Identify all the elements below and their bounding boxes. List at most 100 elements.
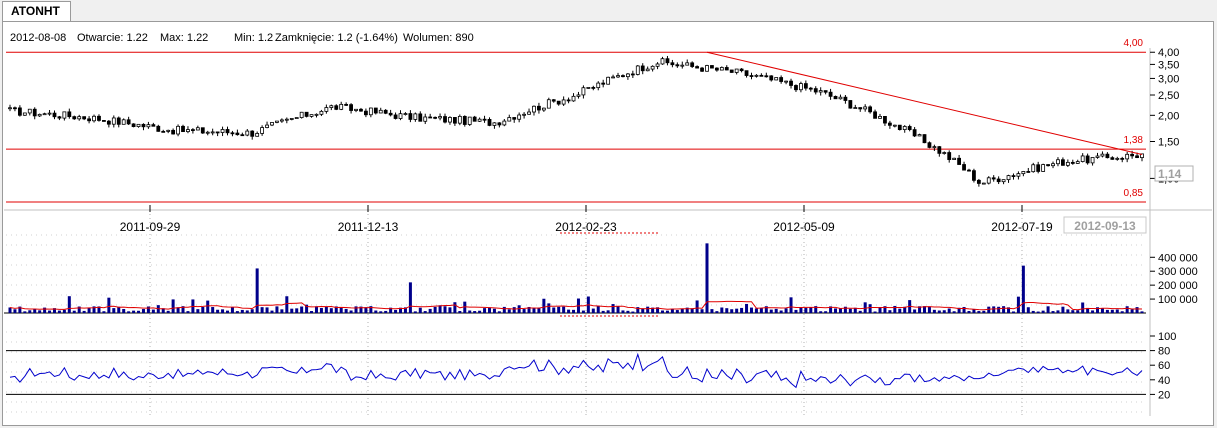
volume-bar bbox=[715, 311, 719, 313]
volume-bar bbox=[141, 309, 145, 313]
volume-bar bbox=[749, 307, 753, 313]
volume-bar bbox=[324, 306, 328, 313]
candle-body bbox=[561, 99, 566, 105]
candle-body bbox=[8, 107, 12, 110]
candle-body bbox=[364, 110, 368, 116]
candle-body bbox=[972, 170, 976, 181]
candle-body bbox=[818, 90, 823, 93]
candle-body bbox=[883, 115, 887, 124]
candle-body bbox=[665, 58, 670, 64]
volume-bar bbox=[581, 310, 585, 313]
candle-body bbox=[403, 113, 408, 115]
candle-body bbox=[566, 99, 571, 102]
candle-body bbox=[1080, 155, 1085, 162]
candle-body bbox=[967, 169, 971, 172]
candle-body bbox=[304, 111, 309, 117]
volume-bar bbox=[72, 310, 76, 313]
candle-body bbox=[314, 113, 319, 116]
volume-bar bbox=[230, 306, 234, 313]
volume-bar bbox=[858, 310, 862, 313]
candle-body bbox=[452, 117, 457, 124]
candle-body bbox=[873, 111, 877, 119]
volume-bar bbox=[379, 311, 383, 313]
volume-bar bbox=[354, 306, 358, 313]
rsi-line bbox=[9, 352, 1143, 389]
candle-body bbox=[319, 110, 324, 115]
candle-body bbox=[650, 65, 655, 70]
candle-body bbox=[186, 129, 190, 133]
volume-bar bbox=[428, 308, 432, 313]
candle-body bbox=[245, 130, 250, 136]
candle-body bbox=[22, 112, 27, 116]
volume-y-tick-label: 400 000 bbox=[1158, 252, 1198, 264]
candle-body bbox=[52, 112, 57, 118]
candle-body bbox=[1085, 155, 1090, 164]
candle-body bbox=[102, 120, 106, 122]
candle-body bbox=[151, 124, 156, 127]
candle-body bbox=[981, 182, 986, 185]
level-label: 0,85 bbox=[1124, 188, 1144, 199]
candle-body bbox=[423, 116, 428, 122]
volume-bar bbox=[176, 307, 180, 313]
volume-bar bbox=[221, 309, 225, 313]
volume-bar bbox=[967, 311, 971, 313]
volume-bar bbox=[606, 310, 610, 313]
candle-body bbox=[156, 125, 161, 132]
candle-body bbox=[937, 146, 942, 154]
volume-bar bbox=[759, 307, 763, 313]
candle-body bbox=[62, 111, 67, 119]
candle-body bbox=[126, 119, 131, 125]
candle-body bbox=[700, 67, 704, 72]
volume-bar bbox=[542, 298, 546, 313]
candle-body bbox=[121, 119, 126, 125]
volume-bar bbox=[670, 309, 674, 313]
candle-body bbox=[571, 95, 576, 102]
volume-bar bbox=[87, 307, 91, 313]
tab-atonht[interactable]: ATONHT bbox=[2, 1, 71, 21]
candle-body bbox=[794, 85, 798, 91]
volume-bar bbox=[888, 310, 892, 313]
volume-bar bbox=[665, 310, 669, 313]
candle-body bbox=[67, 111, 72, 118]
volume-bar bbox=[443, 306, 447, 313]
volume-bar bbox=[992, 306, 996, 313]
volume-bar bbox=[265, 307, 269, 313]
candle-body bbox=[724, 67, 729, 71]
volume-bar bbox=[863, 302, 867, 313]
candle-body bbox=[141, 123, 146, 128]
candle-body bbox=[1036, 164, 1041, 172]
candle-body bbox=[240, 134, 245, 137]
volume-bar bbox=[181, 306, 185, 313]
candle-body bbox=[443, 116, 447, 123]
candle-body bbox=[932, 146, 937, 149]
candle-body bbox=[462, 115, 467, 125]
candle-body bbox=[512, 117, 517, 120]
candle-body bbox=[1001, 179, 1006, 183]
volume-y-tick-label: 300 000 bbox=[1158, 266, 1198, 278]
volume-bar bbox=[483, 308, 487, 313]
volume-bar bbox=[932, 309, 936, 313]
tab-bar: ATONHT bbox=[0, 0, 1217, 22]
candle-body bbox=[833, 95, 838, 100]
candle-body bbox=[1090, 157, 1095, 164]
volume-bar bbox=[764, 306, 768, 313]
candle-body bbox=[116, 117, 121, 125]
candle-body bbox=[710, 65, 714, 69]
candle-body bbox=[1026, 171, 1031, 173]
volume-bar bbox=[838, 308, 842, 313]
candle-body bbox=[27, 108, 32, 114]
volume-bar bbox=[374, 310, 378, 313]
volume-bar bbox=[349, 310, 353, 313]
highlight-date-label: 2012-09-13 bbox=[1074, 219, 1136, 233]
volume-bar bbox=[339, 307, 343, 313]
candle-body bbox=[413, 113, 418, 120]
volume-bar bbox=[745, 303, 749, 313]
candle-body bbox=[378, 109, 383, 114]
volume-ma-line bbox=[9, 300, 1143, 311]
candle-body bbox=[591, 87, 596, 89]
volume-bar bbox=[1071, 310, 1075, 313]
candle-body bbox=[660, 58, 665, 65]
volume-bar bbox=[408, 282, 412, 313]
volume-bar bbox=[829, 306, 833, 313]
x-tick-label: 2012-02-23 bbox=[555, 220, 617, 234]
